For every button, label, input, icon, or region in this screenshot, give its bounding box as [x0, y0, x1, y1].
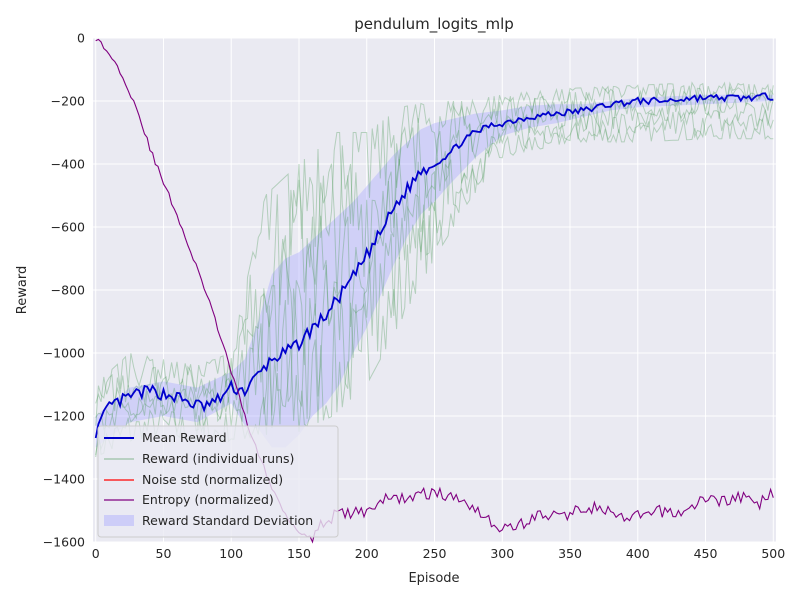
legend-label-reward-std: Reward Standard Deviation [142, 513, 313, 528]
x-tick-label: 450 [694, 546, 718, 561]
legend: Mean Reward Reward (individual runs) Noi… [97, 425, 339, 538]
x-tick-label: 50 [156, 546, 172, 561]
y-tick-label: −1600 [43, 535, 85, 550]
legend-label-entropy: Entropy (normalized) [142, 492, 274, 507]
reward-std-band [95, 94, 774, 448]
legend-box [97, 425, 339, 538]
y-tick-label: −1200 [43, 409, 85, 424]
grid-lines [93, 37, 776, 543]
individual-runs [95, 81, 774, 458]
legend-label-noise-std: Noise std (normalized) [142, 472, 283, 487]
chart-title: pendulum_logits_mlp [354, 15, 514, 34]
individual-run-line [95, 95, 774, 431]
individual-run-line [95, 81, 774, 404]
entropy-line [95, 38, 774, 544]
x-tick-label: 300 [490, 546, 514, 561]
y-tick-label: −800 [51, 283, 85, 298]
x-tick-label: 350 [558, 546, 582, 561]
y-tick-label: −1400 [43, 472, 85, 487]
y-tick-label: −1000 [43, 346, 85, 361]
legend-label-individual-runs: Reward (individual runs) [142, 451, 294, 466]
x-tick-label: 250 [423, 546, 447, 561]
y-tick-label: −200 [51, 94, 85, 109]
x-tick-label: 400 [626, 546, 650, 561]
x-tick-label: 100 [219, 546, 243, 561]
x-axis-ticks: 0 50 100 150 200 250 300 350 400 450 500 [92, 546, 786, 561]
x-tick-label: 150 [287, 546, 311, 561]
y-axis-ticks: 0 −200 −400 −600 −800 −1000 −1200 −1400 −1600 [43, 31, 85, 550]
y-tick-label: −400 [51, 157, 85, 172]
x-tick-label: 0 [92, 546, 100, 561]
x-tick-label: 500 [761, 546, 785, 561]
legend-swatch-reward-std [104, 515, 134, 526]
mean-reward-line [94, 92, 774, 439]
legend-label-mean-reward: Mean Reward [142, 430, 227, 445]
individual-run-line [95, 85, 774, 426]
mean-reward-series [94, 92, 774, 439]
individual-run-line [95, 107, 774, 455]
x-axis-label: Episode [408, 571, 459, 586]
x-tick-label: 200 [355, 546, 379, 561]
y-axis-label: Reward [15, 266, 30, 314]
y-tick-label: −600 [51, 220, 85, 235]
y-tick-label: 0 [77, 31, 85, 46]
entropy-series [95, 38, 774, 544]
reward-std-band-area [95, 94, 774, 448]
